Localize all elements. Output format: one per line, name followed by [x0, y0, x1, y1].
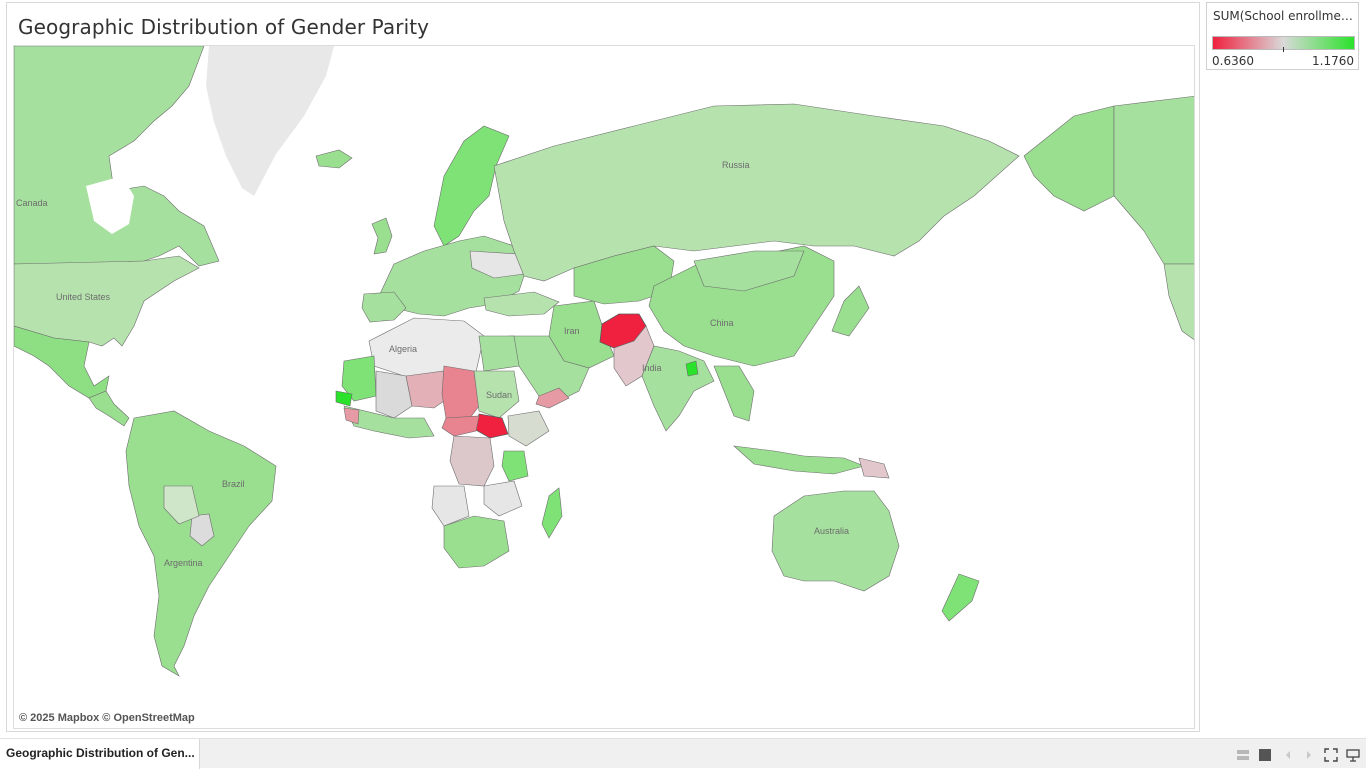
paraguay-region[interactable] [189, 513, 215, 547]
sudan-region[interactable] [473, 370, 520, 419]
senegal-region[interactable] [335, 390, 353, 407]
worksheet-title: Geographic Distribution of Gender Parity [18, 15, 430, 39]
tanzania-region[interactable] [483, 480, 523, 517]
balkans-region[interactable] [469, 250, 525, 279]
india-region[interactable] [641, 345, 715, 432]
turkey-region[interactable] [483, 291, 560, 317]
japan-region[interactable] [831, 285, 870, 337]
southeast-asia-region[interactable] [713, 365, 755, 422]
new-zealand-region[interactable] [941, 573, 980, 622]
drc-region[interactable] [449, 435, 495, 487]
uk-region[interactable] [371, 217, 393, 255]
bangladesh-region[interactable] [685, 360, 699, 377]
sheet-tab[interactable]: Geographic Distribution of Gen... [0, 739, 200, 769]
yemen-region[interactable] [535, 387, 570, 409]
indonesia-region[interactable] [733, 445, 865, 475]
west-africa-region[interactable] [343, 405, 435, 439]
iceland-region[interactable] [315, 149, 353, 169]
grid-view-icon[interactable] [1236, 748, 1250, 762]
map-label-algeria: Algeria [389, 344, 417, 354]
legend-midpoint-tick [1283, 47, 1284, 52]
map-attribution[interactable]: © 2025 Mapbox © OpenStreetMap [19, 712, 195, 724]
central-america-region[interactable] [88, 390, 130, 427]
map-label-russia: Russia [722, 160, 750, 170]
canada-east-region[interactable] [1113, 95, 1195, 265]
map-label-argentina: Argentina [164, 558, 203, 568]
map-label-india: India [642, 363, 662, 373]
car-region[interactable] [441, 415, 480, 437]
egypt-region[interactable] [478, 335, 520, 372]
hudson-bay [86, 176, 134, 234]
mali-region[interactable] [375, 370, 413, 419]
southern-africa-region[interactable] [443, 515, 510, 569]
worksheet-view: Geographic Distribution of Gender Parity [6, 2, 1200, 732]
dashboard: Geographic Distribution of Gender Parity [6, 2, 1359, 732]
greenland-region [206, 46, 334, 196]
canada-region[interactable] [14, 46, 220, 267]
bolivia-region[interactable] [163, 485, 200, 525]
map-label-brazil: Brazil [222, 479, 245, 489]
alaska-region[interactable] [1023, 105, 1115, 212]
choropleth-map[interactable]: Canada United States Russia China India … [13, 45, 1195, 729]
papua-region[interactable] [858, 457, 890, 479]
fullscreen-icon[interactable] [1324, 748, 1338, 762]
kenya-region[interactable] [501, 450, 529, 482]
map-label-canada: Canada [16, 198, 48, 208]
arabia-region[interactable] [508, 335, 590, 402]
angola-region[interactable] [431, 485, 470, 527]
map-label-usa: United States [56, 292, 111, 302]
iberia-region[interactable] [361, 291, 407, 323]
map-label-australia: Australia [814, 526, 849, 536]
present-icon[interactable] [1346, 748, 1360, 762]
mexico-region[interactable] [14, 325, 110, 399]
guinea-region[interactable] [343, 407, 360, 425]
map-label-iran: Iran [564, 326, 580, 336]
map-label-sudan: Sudan [486, 390, 512, 400]
color-legend[interactable]: SUM(School enrollment, ... 0.6360 1.1760 [1206, 2, 1359, 70]
ethiopia-region[interactable] [507, 410, 550, 447]
legend-max-label: 1.1760 [1312, 54, 1354, 68]
russia-region[interactable] [493, 103, 1020, 282]
next-icon[interactable] [1302, 748, 1316, 762]
legend-title: SUM(School enrollment, ... [1213, 9, 1355, 23]
legend-min-label: 0.6360 [1212, 54, 1254, 68]
square-view-icon[interactable] [1258, 748, 1272, 762]
mauritania-region[interactable] [341, 355, 377, 402]
australia-region[interactable] [771, 490, 900, 592]
south-sudan-region[interactable] [475, 413, 509, 439]
usa-east-region[interactable] [1163, 263, 1195, 341]
world-map[interactable]: Canada United States Russia China India … [14, 46, 1195, 729]
sheet-tab-bar: Geographic Distribution of Gen... [0, 738, 1366, 769]
mongolia-region[interactable] [693, 250, 805, 292]
previous-icon[interactable] [1281, 748, 1295, 762]
madagascar-region[interactable] [541, 487, 563, 539]
map-label-china: China [710, 318, 734, 328]
